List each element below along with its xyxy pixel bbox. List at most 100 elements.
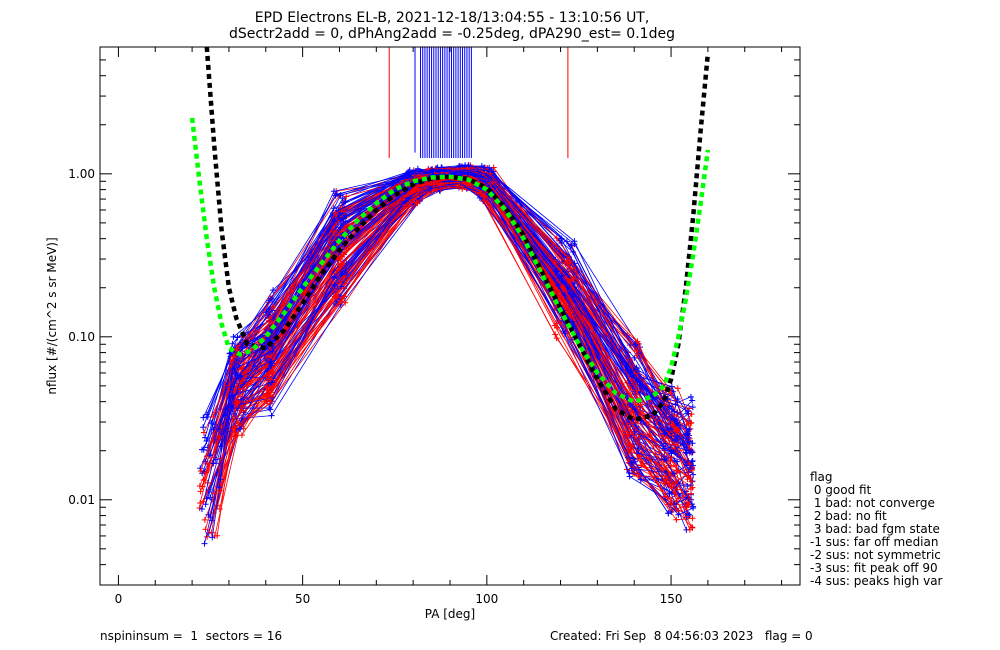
flux-marker <box>197 488 204 495</box>
flux-marker <box>674 467 681 474</box>
flux-marker <box>331 218 338 225</box>
chart-title-line-1: EPD Electrons EL-B, 2021-12-18/13:04:55 … <box>255 10 650 26</box>
flux-marker <box>196 483 203 490</box>
flux-marker <box>200 429 207 436</box>
flux-marker <box>331 188 338 195</box>
flux-marker <box>263 363 270 370</box>
flux-marker <box>334 191 341 198</box>
flux-marker <box>685 438 692 445</box>
flux-marker <box>429 167 436 174</box>
flux-marker <box>462 162 469 169</box>
flux-marker <box>262 335 269 342</box>
flux-marker <box>201 434 208 441</box>
flux-marker <box>686 426 693 433</box>
flux-marker <box>628 429 635 436</box>
flux-marker <box>627 442 634 449</box>
flux-marker <box>562 302 569 309</box>
flux-marker <box>660 466 667 473</box>
flux-marker <box>198 505 205 512</box>
flux-marker <box>200 424 207 431</box>
flux-marker <box>673 428 680 435</box>
y-axis-label: nflux [#/(cm^2 s sr MeV)] <box>45 237 59 394</box>
flux-marker <box>203 411 210 418</box>
flux-marker <box>559 272 566 279</box>
flux-marker <box>555 281 562 288</box>
flux-marker <box>268 379 275 386</box>
model-curves <box>189 46 711 423</box>
flux-marker <box>689 462 696 469</box>
flux-marker <box>233 345 240 352</box>
x-tick-label: 150 <box>660 592 683 606</box>
flux-trace <box>209 182 694 518</box>
flux-marker <box>476 194 483 201</box>
flux-marker <box>672 401 679 408</box>
flux-trace <box>213 181 693 494</box>
flux-marker <box>343 193 350 200</box>
legend-title: flag <box>810 470 833 484</box>
flux-marker <box>553 335 560 342</box>
flux-marker <box>661 456 668 463</box>
flux-marker <box>229 366 236 373</box>
flux-marker <box>571 238 578 245</box>
flux-marker <box>228 383 235 390</box>
flux-marker <box>341 293 348 300</box>
axis-ticks: 0 50 100 150 0.01 0.10 1.00 <box>68 46 800 606</box>
flux-marker <box>685 511 692 518</box>
chart-title-line-2: dSectr2add = 0, dPhAng2add = -0.25deg, d… <box>229 26 675 42</box>
flux-marker <box>689 397 696 404</box>
x-tick-label: 50 <box>295 592 310 606</box>
flux-marker <box>238 396 245 403</box>
flux-marker <box>267 376 274 383</box>
flux-trace <box>240 167 667 406</box>
flux-marker <box>686 405 693 412</box>
flux-marker <box>331 274 338 281</box>
flux-marker <box>487 170 494 177</box>
flux-marker <box>570 276 577 283</box>
flux-marker <box>412 185 419 192</box>
flux-marker <box>337 224 344 231</box>
flux-marker <box>464 169 471 176</box>
flux-marker <box>339 260 346 267</box>
flux-marker <box>469 165 476 172</box>
flux-marker <box>239 345 246 352</box>
flux-marker <box>342 299 349 306</box>
flux-marker <box>688 411 695 418</box>
flux-marker <box>624 431 631 438</box>
flux-marker <box>430 181 437 188</box>
flux-marker <box>208 529 215 536</box>
flux-marker <box>634 338 641 345</box>
flux-marker <box>666 490 673 497</box>
flux-marker <box>628 372 635 379</box>
flux-marker <box>203 453 210 460</box>
flux-marker <box>465 171 472 178</box>
flux-marker <box>688 419 695 426</box>
flux-marker <box>331 281 338 288</box>
flux-marker <box>216 506 223 513</box>
flux-marker <box>200 476 207 483</box>
flux-marker <box>216 484 223 491</box>
flux-marker <box>683 450 690 457</box>
flux-marker <box>268 412 275 419</box>
flux-marker <box>238 407 245 414</box>
flux-marker <box>236 386 243 393</box>
flux-marker <box>668 383 675 390</box>
flux-marker <box>200 414 207 421</box>
flux-marker <box>673 417 680 424</box>
flux-marker <box>689 478 696 485</box>
flux-marker <box>673 516 680 523</box>
flux-marker <box>552 331 559 338</box>
flux-marker <box>207 514 214 521</box>
flux-marker <box>197 467 204 474</box>
legend-entry: 3 bad: bad fgm state <box>810 522 940 536</box>
flux-marker <box>689 484 696 491</box>
flux-marker <box>633 387 640 394</box>
flux-marker <box>689 467 696 474</box>
flux-marker <box>206 452 213 459</box>
flux-marker <box>341 274 348 281</box>
flux-marker <box>675 511 682 518</box>
flux-marker <box>637 476 644 483</box>
flux-marker <box>230 353 237 360</box>
flux-marker <box>689 524 696 531</box>
flux-marker <box>339 195 346 202</box>
